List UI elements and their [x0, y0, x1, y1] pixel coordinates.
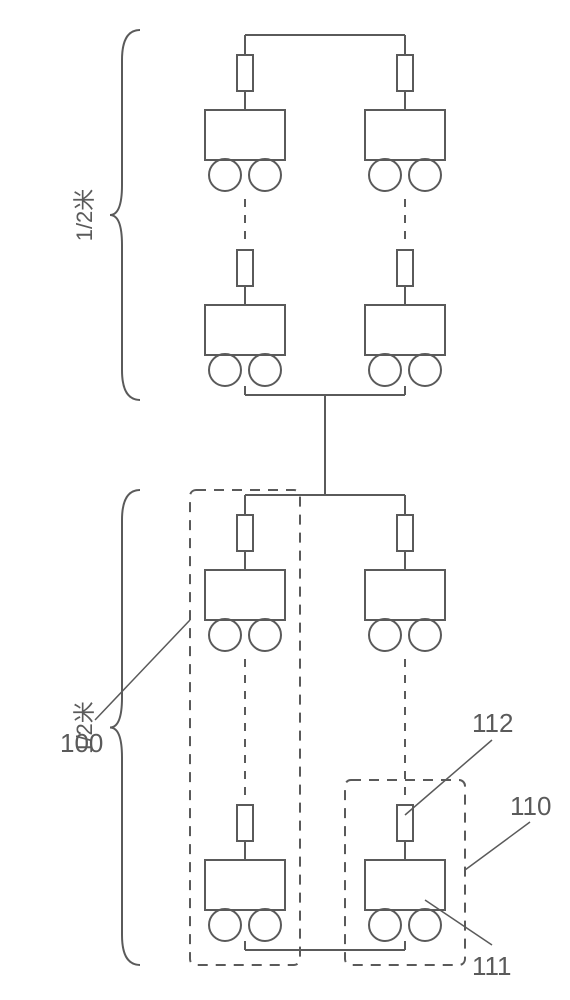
- ref-label-100: 100: [60, 728, 103, 758]
- ref-label-112: 112: [472, 708, 513, 738]
- label-brace-top: 1/2米: [72, 189, 97, 242]
- dashed-box-110: [345, 780, 465, 965]
- ref-label-111: 111: [472, 951, 512, 981]
- ref-label-110: 110: [510, 791, 551, 821]
